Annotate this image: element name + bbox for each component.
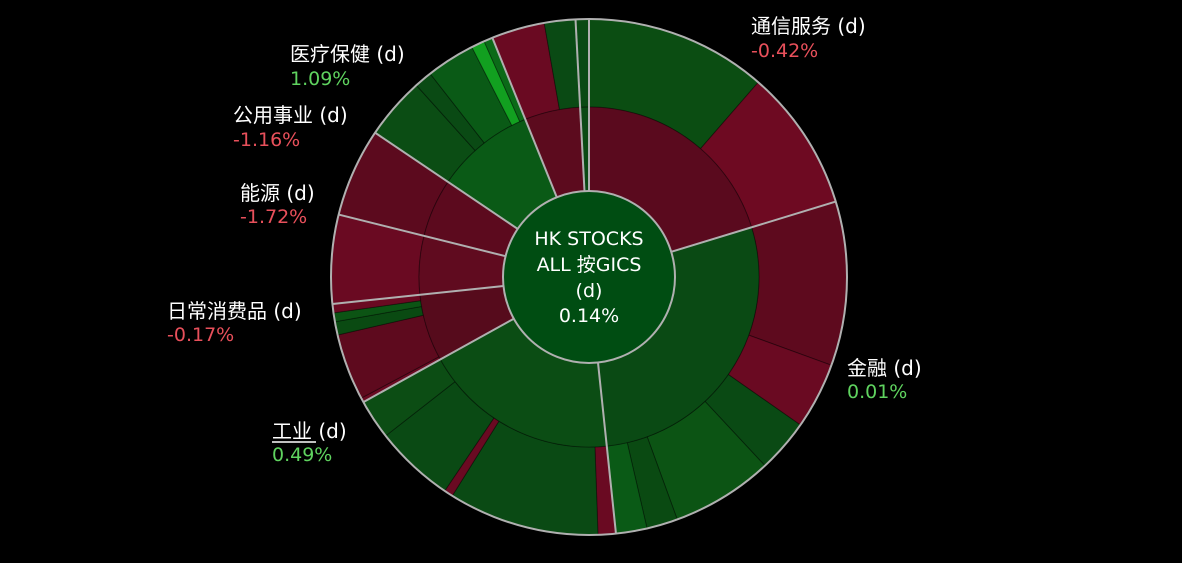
sector-divider-7	[491, 37, 558, 198]
sector-divider-6	[374, 131, 519, 230]
sector-label-2[interactable]: 工业 (d)0.49%	[272, 419, 347, 466]
sector-label-0[interactable]: 通信服务 (d)-0.42%	[751, 14, 866, 62]
sector-label-3[interactable]: 日常消费品 (d)-0.17%	[167, 299, 302, 346]
sector-label-value: -1.16%	[233, 129, 300, 151]
sector-label-value: -1.72%	[240, 206, 307, 228]
middle-ring	[418, 106, 760, 448]
sector-label-value: 1.09%	[290, 68, 350, 90]
sector-divider-1	[670, 200, 837, 253]
center-title-line-1: HK STOCKS	[534, 228, 643, 250]
sector-label-4[interactable]: 能源 (d)-1.72%	[240, 181, 315, 228]
sector-label-name: 通信服务 (d)	[751, 14, 866, 38]
sector-label-1[interactable]: 金融 (d)0.01%	[847, 356, 922, 403]
center-title-line-2: ALL 按GICS	[537, 254, 642, 276]
sector-divider-4	[332, 284, 504, 305]
sector-label-value: -0.42%	[751, 40, 818, 62]
sector-label-name: 医疗保健 (d)	[290, 42, 405, 66]
sector-label-value: -0.17%	[167, 324, 234, 346]
sector-dividers	[332, 19, 837, 534]
sector-divider-8	[574, 19, 586, 192]
sector-label-value: 0.49%	[272, 444, 332, 466]
sector-labels: 通信服务 (d)-0.42% 金融 (d)0.01% 工业 (d)0.49% 日常消费…	[167, 14, 922, 466]
sector-label-6[interactable]: 医疗保健 (d)1.09%	[290, 42, 405, 90]
center-value: 0.14%	[559, 305, 619, 327]
sector-label-5[interactable]: 公用事业 (d)-1.16%	[233, 103, 348, 151]
outer-ring	[330, 18, 848, 536]
chart-outline	[330, 18, 848, 536]
sector-label-name: 公用事业 (d)	[233, 103, 348, 127]
sector-label-name: 日常消费品 (d)	[167, 299, 302, 323]
sector-divider-5	[338, 213, 506, 258]
sector-label-name: 工业 (d)	[272, 419, 347, 443]
sector-divider-3	[362, 317, 515, 403]
center-title-line-3: (d)	[576, 280, 603, 302]
sector-label-name: 金融 (d)	[847, 356, 922, 380]
sector-label-value: 0.01%	[847, 381, 907, 403]
sector-label-name: 能源 (d)	[240, 181, 315, 205]
center-circle[interactable]	[502, 190, 676, 364]
sector-divider-2	[596, 362, 617, 534]
